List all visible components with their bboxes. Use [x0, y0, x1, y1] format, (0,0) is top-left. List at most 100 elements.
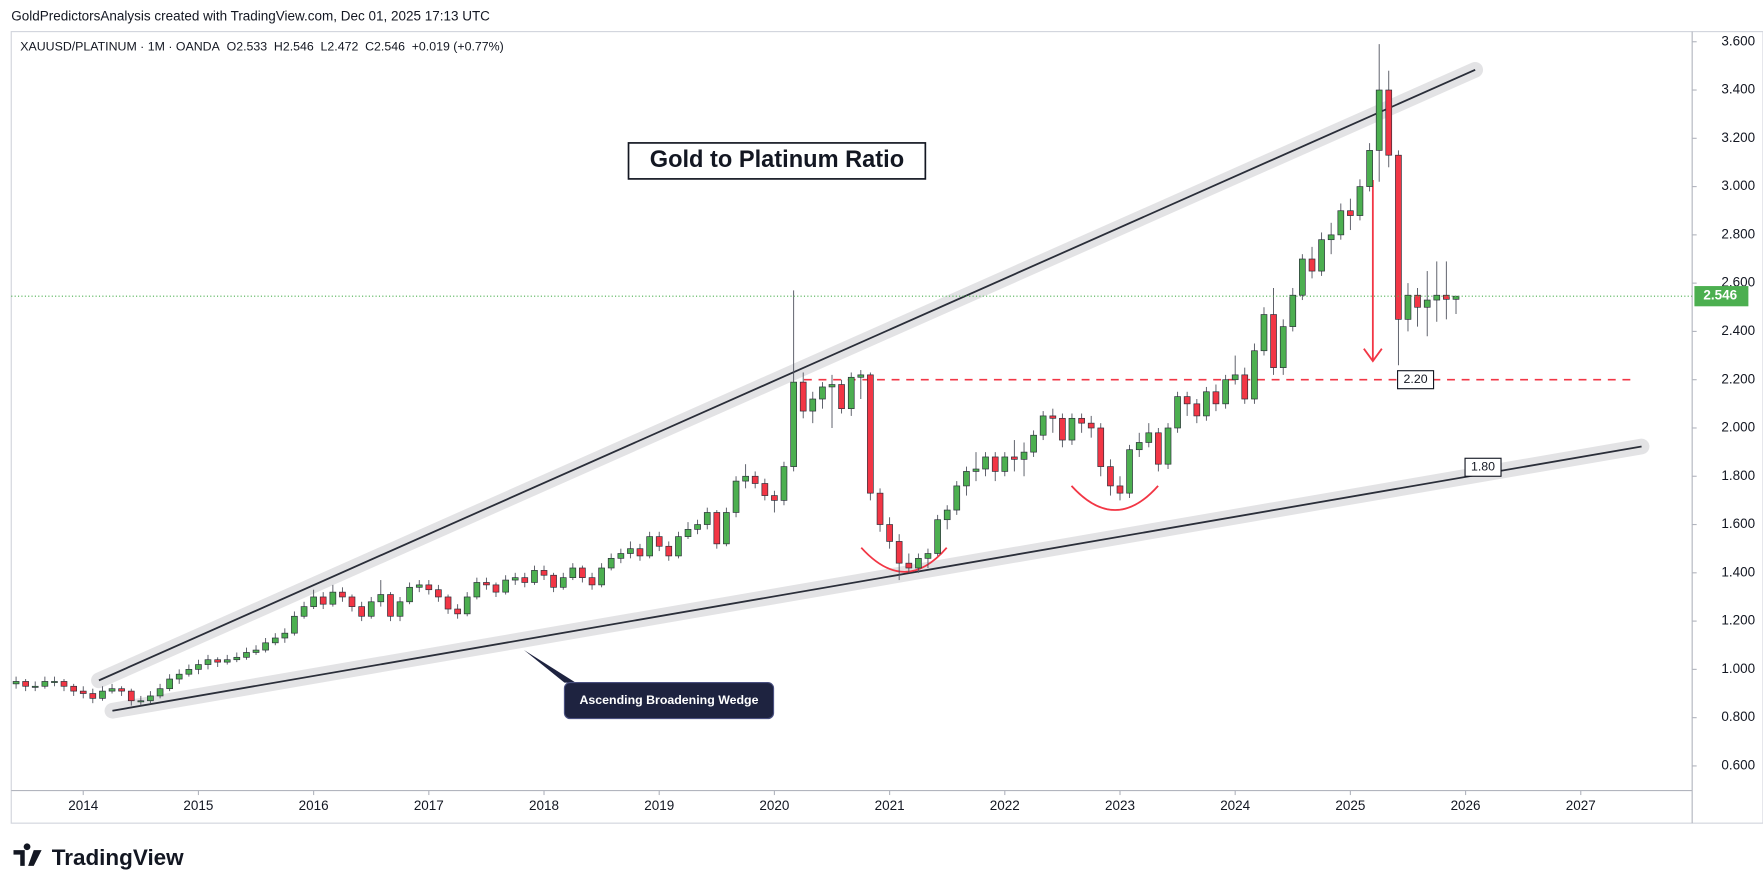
drawings [91, 61, 1650, 719]
y-tick-label: 1.800 [1721, 468, 1755, 483]
x-tick-label: 2022 [990, 798, 1020, 813]
candle-body [1183, 396, 1191, 405]
ohlc-label: L [321, 40, 328, 54]
candle-body [406, 586, 413, 603]
candle-body [473, 582, 481, 598]
candle-body [1145, 432, 1153, 443]
candle-body [723, 512, 730, 545]
candle-body [79, 690, 87, 694]
candle-body [367, 601, 375, 617]
candle-body [1039, 415, 1047, 436]
candle-body [319, 596, 327, 605]
candle-body [1289, 294, 1297, 327]
candle-body [51, 681, 58, 683]
candle-body [339, 591, 346, 598]
candle-body [761, 483, 769, 496]
candle-body [89, 693, 97, 699]
frame [10, 31, 1763, 824]
x-tick-label: 2019 [644, 798, 674, 813]
candle-body [531, 570, 538, 583]
candle-body [991, 456, 999, 472]
candle-body [684, 529, 692, 537]
candle-body [1385, 89, 1393, 156]
level-box [1464, 457, 1502, 477]
x-tick-label: 2015 [183, 798, 213, 813]
ohlc-label: C [365, 40, 374, 54]
y-tick-label: 1.600 [1721, 516, 1755, 531]
candle-body [838, 384, 845, 410]
candle-body [1308, 258, 1316, 272]
x-tick-label: 2018 [529, 798, 559, 813]
candle-body [809, 398, 817, 412]
candle-body [1299, 258, 1306, 296]
candle-body [1423, 299, 1431, 308]
candle-body [425, 584, 433, 591]
y-tick-label: 2.000 [1721, 420, 1755, 435]
candle-body [828, 384, 836, 388]
ohlc-value: 2.546 [283, 40, 314, 54]
candle-body [492, 584, 500, 593]
candle-body [12, 681, 20, 685]
wedge-lower-line [112, 445, 1642, 712]
candle-body [953, 485, 961, 511]
x-tick-label: 2016 [299, 798, 329, 813]
candle-body [617, 553, 625, 559]
candle-body [127, 690, 135, 702]
wedge-upper-line [98, 69, 1476, 682]
candle-body [60, 681, 68, 687]
candle-body [454, 608, 461, 615]
candle-body [655, 536, 663, 547]
candle-body [972, 468, 980, 472]
candle-body [1347, 210, 1354, 216]
candle-body [847, 376, 855, 410]
candle-body [291, 615, 298, 634]
candle-body [310, 596, 317, 607]
candle-body [435, 589, 442, 598]
candle-body [1433, 294, 1441, 301]
candle-body [1174, 396, 1181, 429]
y-tick-label: 1.200 [1721, 613, 1755, 628]
candle-body [1356, 186, 1364, 216]
candle-body [1212, 391, 1220, 405]
ohlc-value: 2.472 [327, 40, 358, 54]
candle-body [799, 381, 807, 412]
candle-body [147, 695, 154, 702]
candle-body [569, 567, 577, 578]
ohlc-value: 2.533 [236, 40, 267, 54]
candle-body [1270, 314, 1277, 368]
bottom-arc [860, 547, 948, 573]
ohlc-label: O [227, 40, 237, 54]
candle-body [1404, 294, 1412, 320]
candle-body [166, 678, 173, 690]
candle-body [1078, 417, 1085, 424]
candle-body [175, 673, 183, 680]
candle-body [1203, 391, 1210, 417]
candle-body [1193, 403, 1201, 417]
candle-body [118, 688, 125, 692]
x-tick-label: 2017 [414, 798, 444, 813]
candle-body [1011, 456, 1018, 460]
candle-body [463, 596, 471, 615]
candle-body [204, 659, 212, 665]
candle-body [982, 456, 989, 470]
candle-body [550, 574, 557, 588]
candle-body [540, 570, 548, 576]
candle-body [905, 562, 913, 569]
candle-body [70, 685, 77, 692]
candle-body [1251, 350, 1258, 400]
y-tick-label: 1.000 [1721, 661, 1755, 676]
candle-body [943, 509, 951, 521]
candle-body [214, 659, 221, 663]
level-box [1397, 370, 1435, 390]
candle-body [1068, 417, 1076, 441]
y-tick-label: 1.400 [1721, 564, 1755, 579]
candle-body [924, 553, 932, 559]
arrow-head [1363, 348, 1383, 363]
candle-body [1395, 154, 1402, 320]
last-price-label: 2.546 [1703, 288, 1737, 303]
candle-body [636, 548, 644, 557]
candle-body [1327, 234, 1335, 241]
y-tick-label: 2.400 [1721, 323, 1755, 338]
candle-body [1107, 466, 1114, 487]
candle-body [41, 681, 49, 687]
